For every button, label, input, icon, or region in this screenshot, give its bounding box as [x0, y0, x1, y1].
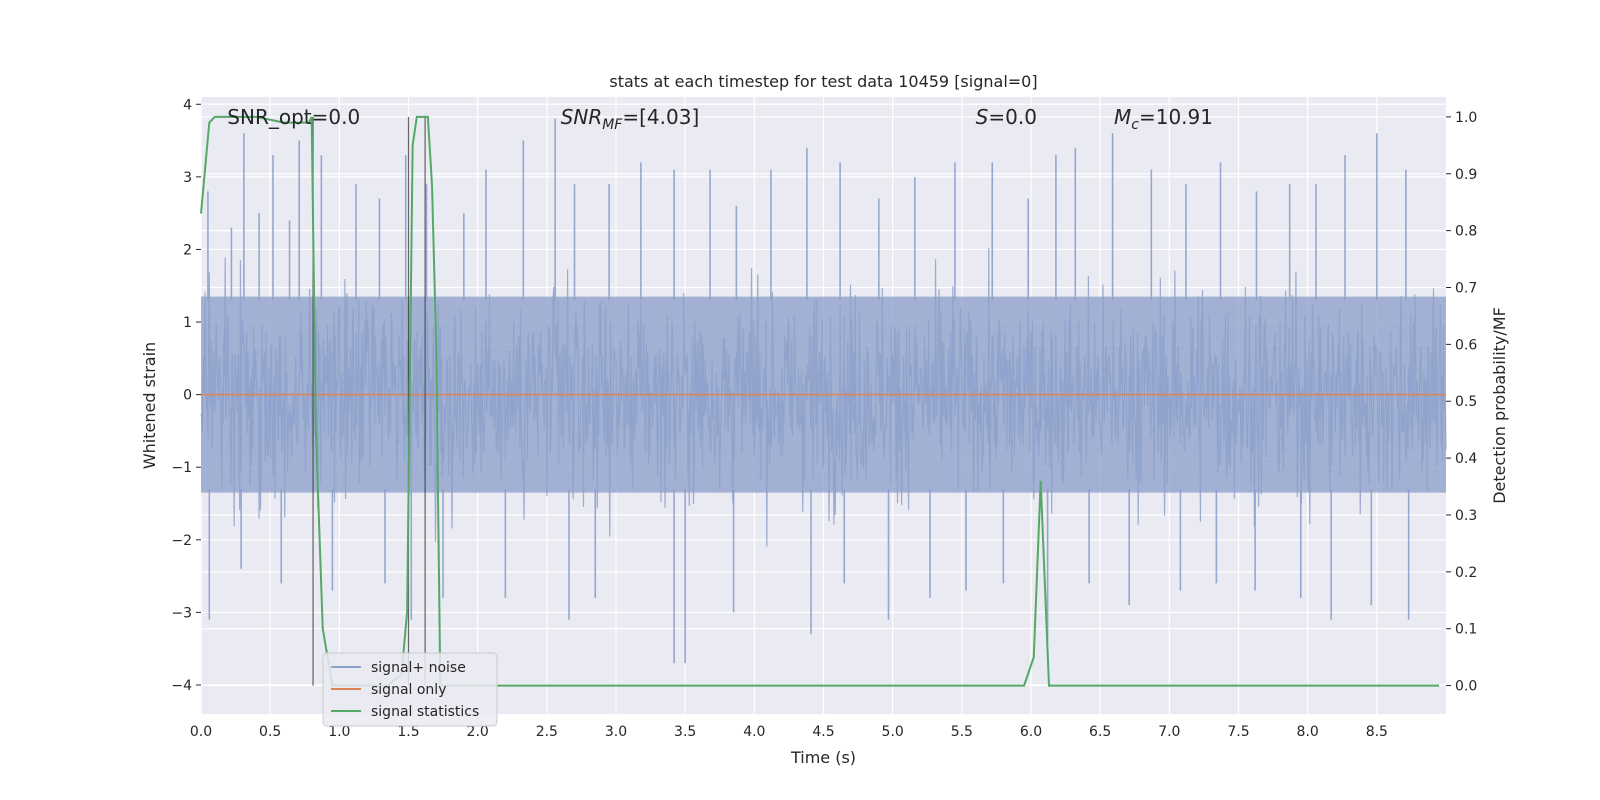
y2-tick-label: 0.6 [1455, 337, 1477, 353]
y-tick-label: 0 [183, 388, 192, 404]
y-tick-label: −2 [171, 533, 192, 549]
y2-tick-label: 0.2 [1455, 565, 1477, 581]
x-tick-label: 4.5 [812, 724, 834, 740]
x-axis-label: Time (s) [790, 748, 856, 767]
y-tick-label: 3 [183, 170, 192, 186]
annotation-mc: Mc=10.91 [1114, 105, 1213, 133]
x-tick-label: 7.0 [1158, 724, 1180, 740]
y2-axis-ticks: 1.0 0.9 0.8 0.7 0.6 0.5 0.4 0.3 0.2 0.1 0.0 [1446, 110, 1477, 695]
chart-title: stats at each timestep for test data 104… [609, 72, 1037, 91]
x-tick-label: 3.0 [605, 724, 627, 740]
y2-axis-label: Detection probability/MF [1490, 307, 1509, 504]
y-tick-label: 1 [183, 315, 192, 331]
legend-label: signal only [371, 682, 446, 698]
x-tick-label: 0.5 [259, 724, 281, 740]
y2-tick-label: 1.0 [1455, 110, 1477, 126]
y2-tick-label: 0.3 [1455, 508, 1477, 524]
x-tick-label: 1.0 [328, 724, 350, 740]
y-tick-label: 4 [183, 97, 192, 113]
y2-tick-label: 0.4 [1455, 451, 1477, 467]
x-tick-label: 7.5 [1227, 724, 1249, 740]
x-tick-label: 6.5 [1089, 724, 1111, 740]
y-tick-label: −1 [171, 460, 192, 476]
y-tick-label: 2 [183, 242, 192, 258]
annotation-s-stat: S=0.0 [976, 105, 1037, 129]
y2-tick-label: 0.5 [1455, 394, 1477, 410]
y2-tick-label: 0.1 [1455, 622, 1477, 638]
x-tick-label: 4.0 [743, 724, 765, 740]
x-tick-label: 2.0 [467, 724, 489, 740]
x-tick-label: 2.5 [536, 724, 558, 740]
legend-label: signal+ noise [371, 660, 466, 676]
legend-label: signal statistics [371, 704, 479, 720]
annotations: SNR_opt=0.0 SNRMF=[4.03] S=0.0 Mc=10.91 [227, 105, 1213, 133]
y-axis-label: Whitened strain [140, 342, 159, 469]
y-tick-label: −4 [171, 678, 192, 694]
y2-tick-label: 0.7 [1455, 281, 1477, 297]
y-axis-ticks: 4 3 2 1 0 −1 −2 −3 −4 [171, 97, 201, 694]
series-signal-statistics-line [200, 115, 1440, 687]
x-tick-label: 5.0 [882, 724, 904, 740]
x-axis-ticks: 0.0 0.5 1.0 1.5 2.0 2.5 3.0 3.5 4.0 4.5 5.0 5.5 6.0 6… [190, 724, 1388, 740]
x-tick-label: 6.0 [1020, 724, 1042, 740]
x-tick-label: 8.5 [1366, 724, 1388, 740]
y2-tick-label: 0.0 [1455, 679, 1477, 695]
y-tick-label: −3 [171, 605, 192, 621]
x-tick-label: 1.5 [397, 724, 419, 740]
legend: signal+ noise signal only signal statistic… [322, 652, 498, 727]
x-tick-label: 5.5 [951, 724, 973, 740]
legend-box [322, 652, 498, 727]
y2-tick-label: 0.9 [1455, 167, 1477, 183]
annotation-snr-mf: SNRMF=[4.03] [561, 105, 700, 133]
x-tick-label: 0.0 [190, 724, 212, 740]
x-tick-label: 3.5 [674, 724, 696, 740]
annotation-snr-opt: SNR_opt=0.0 [227, 105, 360, 129]
y2-tick-label: 0.8 [1455, 224, 1477, 240]
x-tick-label: 8.0 [1297, 724, 1319, 740]
